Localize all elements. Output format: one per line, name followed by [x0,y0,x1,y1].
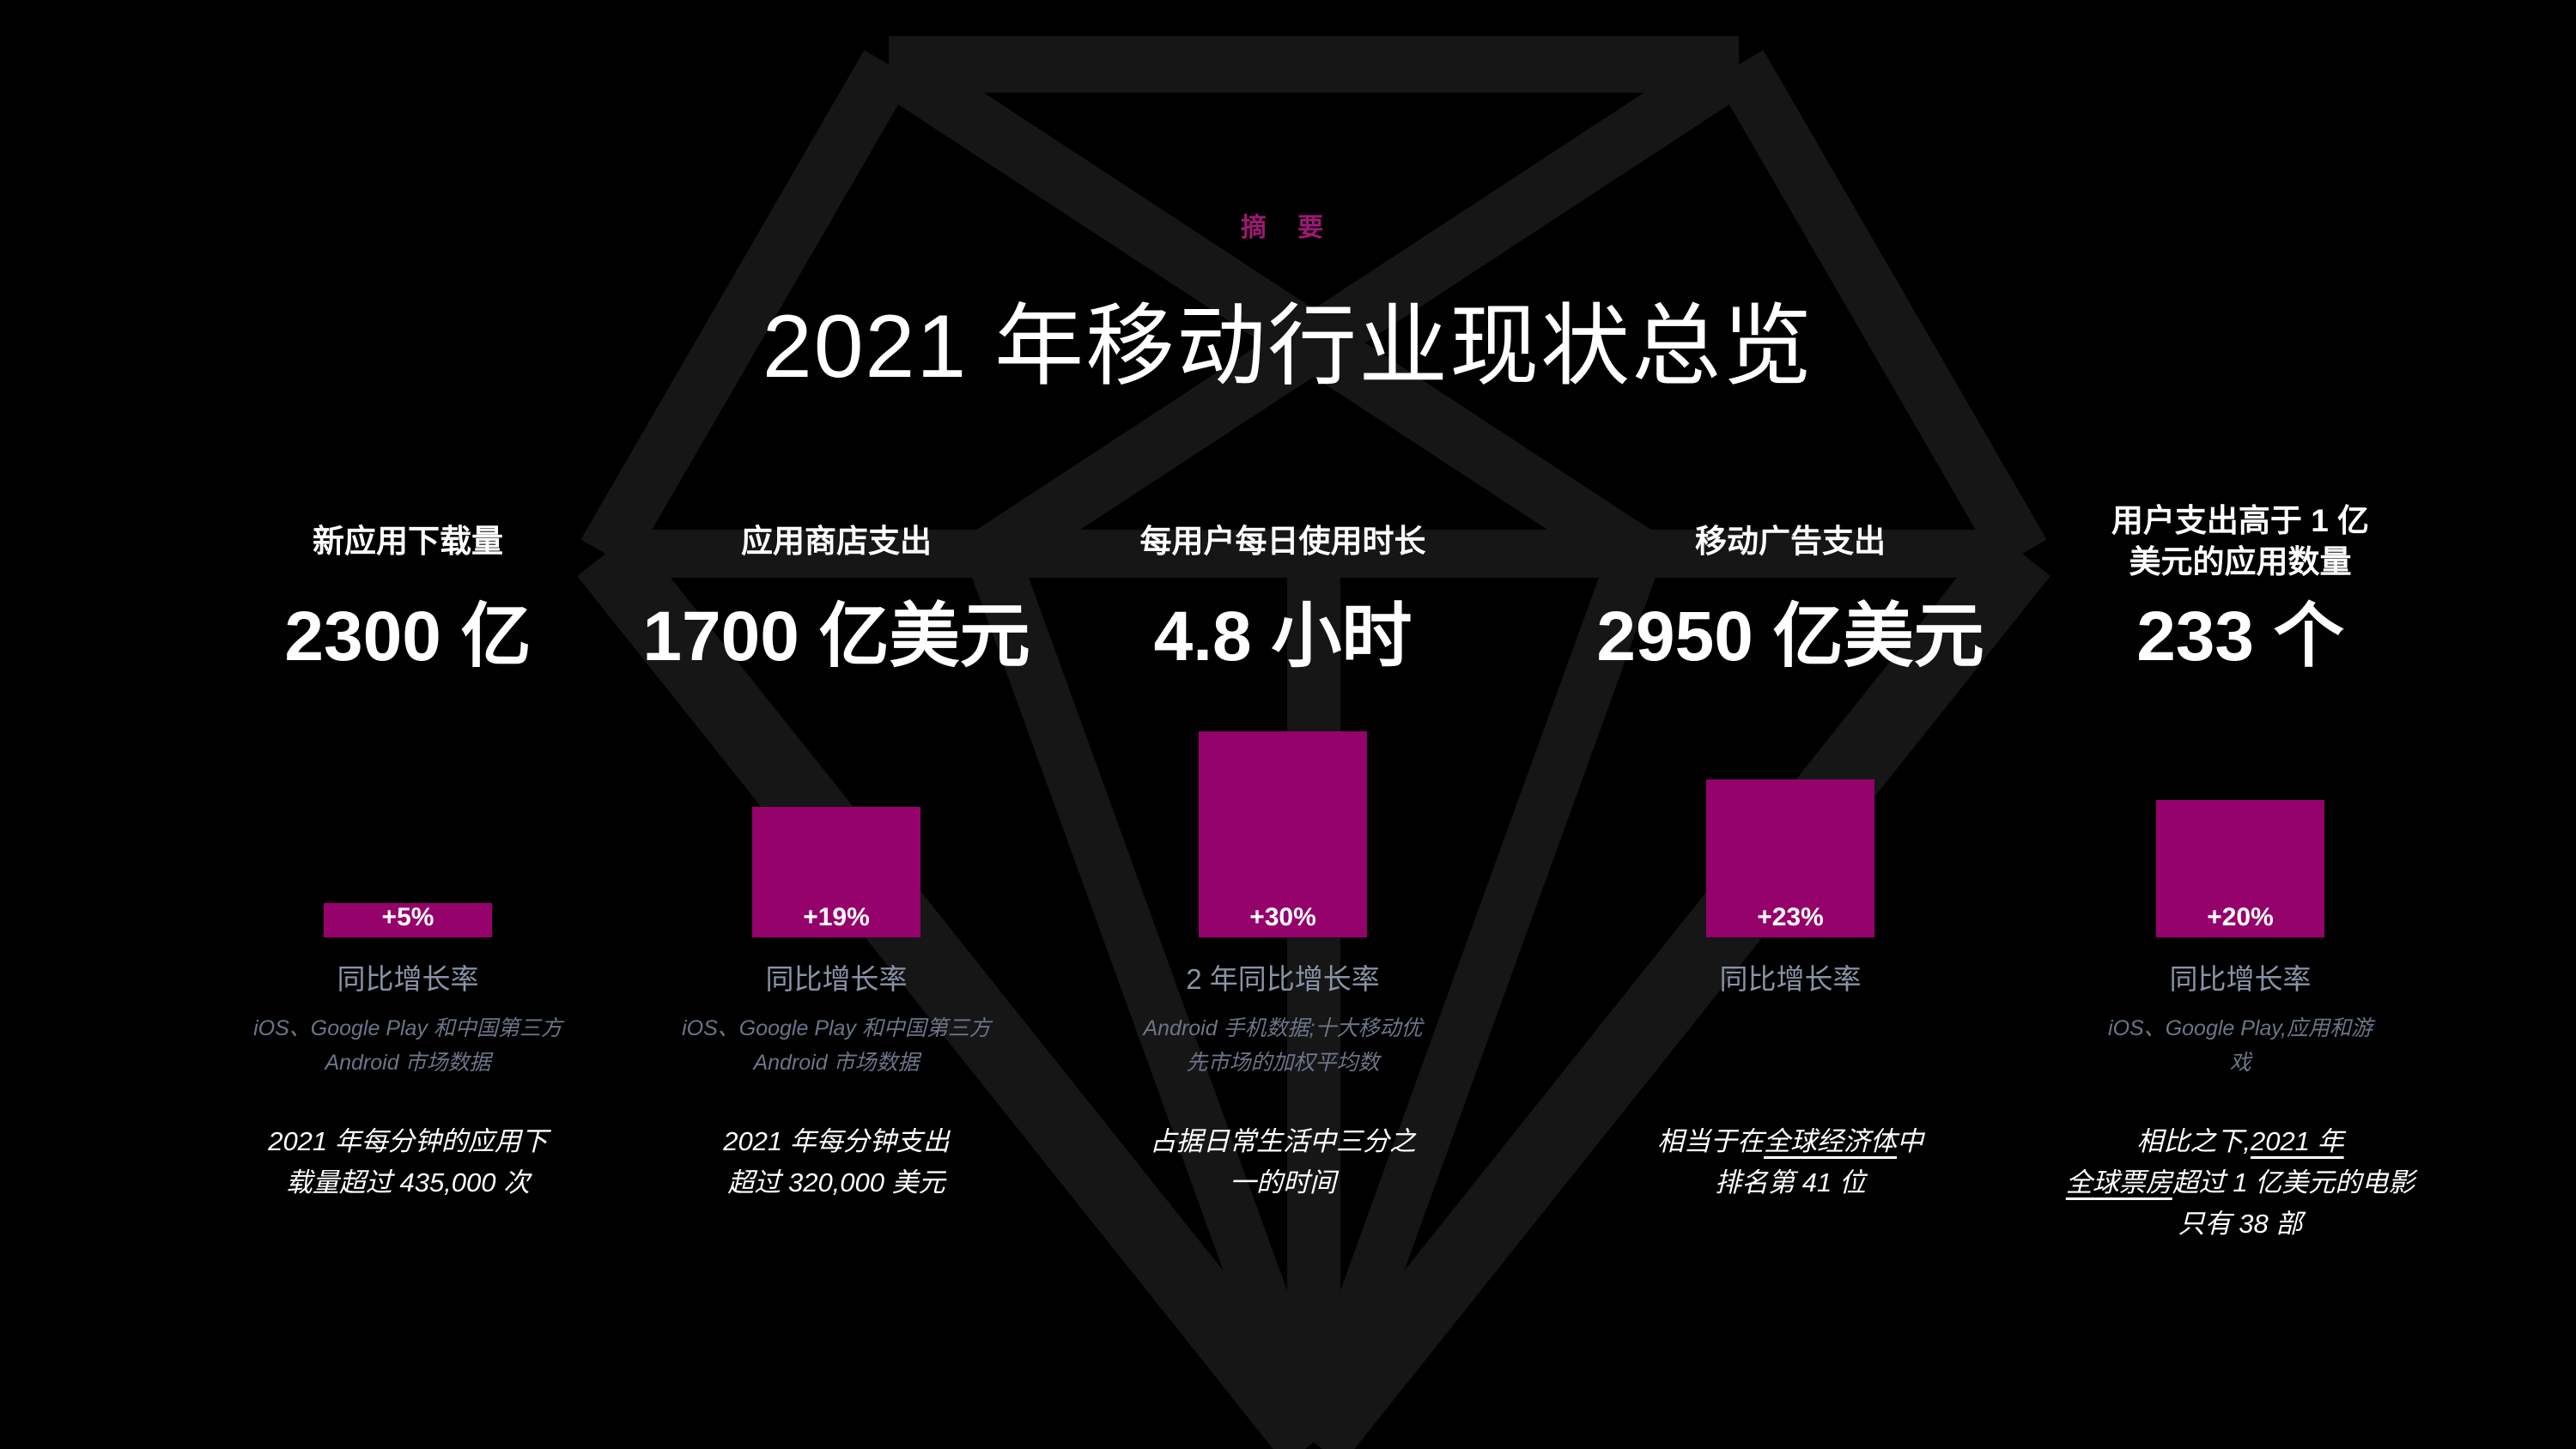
growth-bar: +20% [2156,800,2324,937]
growth-caption: 同比增长率 [2169,963,2312,995]
source-note: iOS、Google Play 和中国第三方 Android 市场数据 [253,1016,562,1075]
stat-header: 移动广告支出 [1695,523,1886,559]
statement: 2021 年每分钟支出 超过 320,000 美元 [723,1126,950,1198]
growth-bar-area: +23% [1593,684,1988,937]
stat-value: 2950 亿美元 [1596,597,1984,676]
growth-bar: +5% [324,903,492,937]
stat-column: 应用商店支出 1700 亿美元 +19% 同比增长率 iOS、Google Pl… [639,494,1034,1203]
stat-columns: 新应用下载量 2300 亿 +5% 同比增长率 iOS、Google Play … [0,494,2576,1352]
source-note: iOS、Google Play 和中国第三方 Android 市场数据 [682,1016,991,1075]
stat-column: 移动广告支出 2950 亿美元 +23% 同比增长率 相当于在全球经济体中 排名… [1593,494,1988,1203]
page-title: 2021 年移动行业现状总览 [762,297,1814,397]
stat-header: 用户支出高于 1 亿 美元的应用数量 [2111,502,2370,579]
stat-value: 2300 亿 [284,597,532,676]
statement: 相比之下,2021 年 全球票房超过 1 亿美元的电影 只有 38 部 [2065,1126,2415,1240]
growth-bar: +30% [1199,731,1367,937]
growth-bar-area: +30% [1085,684,1480,937]
growth-caption: 2 年同比增长率 [1186,963,1380,995]
growth-bar-label: +23% [1757,903,1824,931]
statement: 占据日常生活中三分之 一的时间 [1150,1126,1416,1198]
growth-bar-label: +19% [803,903,870,931]
stat-value: 1700 亿美元 [642,597,1030,676]
growth-bar: +19% [752,807,920,937]
growth-bar-label: +20% [2207,903,2274,931]
growth-bar-area: +5% [210,684,605,937]
growth-bar-label: +5% [381,903,434,931]
growth-caption: 同比增长率 [1719,963,1862,995]
section-eyebrow: 摘 要 [1240,214,1336,242]
statement: 2021 年每分钟的应用下 载量超过 435,000 次 [268,1126,548,1198]
growth-bar-label: +30% [1249,903,1316,931]
stat-header: 应用商店支出 [741,523,932,559]
stat-value: 4.8 小时 [1153,597,1413,676]
source-note: iOS、Google Play,应用和游 戏 [2108,1016,2372,1075]
stat-header: 每用户每日使用时长 [1139,523,1426,559]
growth-caption: 同比增长率 [337,963,479,995]
statement: 相当于在全球经济体中 排名第 41 位 [1657,1126,1923,1198]
source-note: Android 手机数据;十大移动优 先市场的加权平均数 [1143,1016,1423,1075]
growth-bar-area: +20% [2043,684,2438,937]
growth-caption: 同比增长率 [765,963,908,995]
stat-column: 每用户每日使用时长 4.8 小时 +30% 2 年同比增长率 Android 手… [1085,494,1480,1203]
stat-column: 用户支出高于 1 亿 美元的应用数量 233 个 +20% 同比增长率 iOS、… [2043,494,2438,1245]
stat-header: 新应用下载量 [313,523,503,559]
growth-bar: +23% [1706,779,1874,937]
stat-value: 233 个 [2136,597,2344,676]
source-note [1593,1011,1988,1090]
growth-bar-area: +19% [639,684,1034,937]
stat-column: 新应用下载量 2300 亿 +5% 同比增长率 iOS、Google Play … [210,494,605,1203]
